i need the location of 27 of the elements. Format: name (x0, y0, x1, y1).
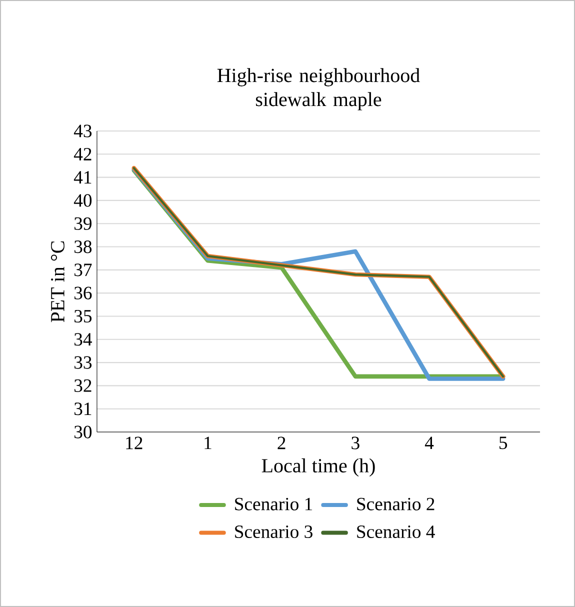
y-tick-label: 31 (74, 402, 92, 416)
y-axis-title: PET in °C (50, 241, 64, 322)
chart-title: High-rise neighbourhood sidewalk maple (217, 68, 420, 110)
x-tick-label: 3 (352, 436, 360, 450)
x-tick-label: 1 (204, 436, 212, 450)
y-tick-label: 43 (74, 124, 92, 138)
y-tick-label: 41 (74, 171, 92, 184)
x-tick-label: 12 (126, 436, 142, 450)
x-tick-label: 5 (500, 436, 508, 450)
legend-label: Scenario 2 (357, 498, 434, 510)
legend-label: Scenario 3 (235, 526, 312, 538)
legend-label: Scenario 1 (235, 498, 312, 510)
legend-label: Scenario 4 (357, 526, 435, 538)
y-tick-label: 40 (74, 194, 92, 207)
y-tick-label: 38 (74, 240, 92, 254)
y-tick-label: 42 (74, 148, 92, 160)
y-tick-label: 32 (74, 379, 92, 392)
y-tick-label: 34 (74, 333, 92, 346)
y-tick-label: 35 (74, 310, 92, 323)
y-tick-label: 39 (74, 217, 92, 230)
y-tick-label: 36 (74, 286, 92, 300)
y-tick-label: 33 (74, 356, 92, 369)
x-tick-label: 2 (278, 436, 286, 450)
y-tick-label: 30 (74, 426, 92, 438)
x-tick-label: 4 (424, 436, 434, 450)
y-tick-label: 37 (74, 264, 92, 276)
x-axis-title: Local time (h) (262, 458, 375, 477)
